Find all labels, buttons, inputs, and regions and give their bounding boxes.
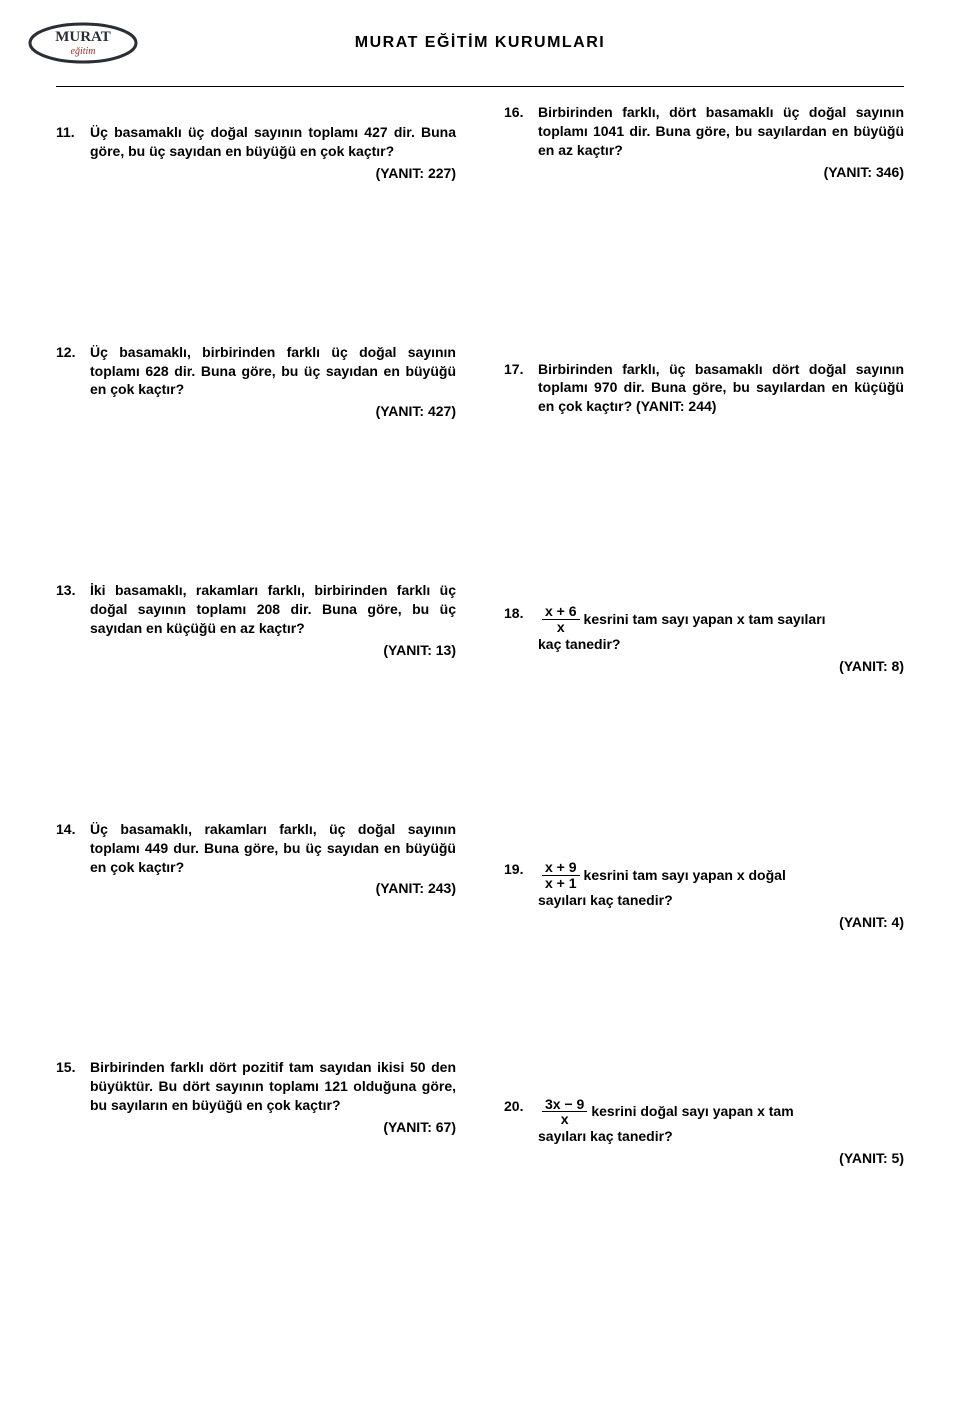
question-body: Birbirinden farklı, üç basamaklı dört do…	[538, 360, 904, 417]
question-number: 18.	[504, 604, 538, 675]
fraction-numerator: x + 6	[542, 604, 580, 620]
question-number: 14.	[56, 820, 90, 899]
left-column: 11. Üç basamaklı üç doğal sayının toplam…	[56, 123, 456, 1168]
question-line2: sayıları kaç tanedir?	[538, 891, 904, 910]
question-line1: x + 9 x + 1 kesrini tam sayı yapan x doğ…	[538, 860, 904, 890]
page-title: MURAT EĞİTİM KURUMLARI	[56, 28, 904, 52]
question-18: 18. x + 6 x kesrini tam sayı yapan x tam…	[504, 604, 904, 675]
question-text-after-frac: kesrini doğal sayı yapan x tam	[591, 1102, 793, 1121]
question-number: 17.	[504, 360, 538, 417]
question-body: Üç basamaklı üç doğal sayının toplamı 42…	[90, 123, 456, 183]
question-number: 12.	[56, 343, 90, 422]
question-number: 16.	[504, 103, 538, 182]
question-body: Birbirinden farklı, dört basamaklı üç do…	[538, 103, 904, 182]
question-text: Birbirinden farklı, dört basamaklı üç do…	[538, 104, 904, 158]
fraction-numerator: x + 9	[542, 860, 580, 876]
right-column: 16. Birbirinden farklı, dört basamaklı ü…	[504, 123, 904, 1168]
question-body: x + 6 x kesrini tam sayı yapan x tam say…	[538, 604, 904, 675]
question-answer: (YANIT: 244)	[636, 398, 716, 414]
question-text-after-frac: kesrini tam sayı yapan x doğal	[584, 866, 786, 885]
question-text: Üç basamaklı, rakamları farklı, üç doğal…	[90, 821, 456, 875]
fraction-denominator: x + 1	[542, 876, 580, 891]
fraction: 3x − 9 x	[542, 1097, 587, 1127]
question-number: 13.	[56, 581, 90, 660]
question-text: Birbirinden farklı, üç basamaklı dört do…	[538, 361, 904, 415]
question-text: Üç basamaklı üç doğal sayının toplamı 42…	[90, 124, 456, 159]
question-20: 20. 3x − 9 x kesrini doğal sayı yapan x …	[504, 1097, 904, 1168]
question-line2: sayıları kaç tanedir?	[538, 1127, 904, 1146]
page: MURAT eğitim MURAT EĞİTİM KURUMLARI 11. …	[0, 0, 960, 1421]
question-answer: (YANIT: 427)	[90, 402, 456, 421]
question-13: 13. İki basamaklı, rakamları farklı, bir…	[56, 581, 456, 660]
fraction-denominator: x	[542, 1112, 587, 1127]
logo-text-bottom: eğitim	[71, 46, 96, 57]
page-header: MURAT eğitim MURAT EĞİTİM KURUMLARI	[56, 28, 904, 87]
question-text: Üç basamaklı, birbirinden farklı üç doğa…	[90, 344, 456, 398]
question-line1: 3x − 9 x kesrini doğal sayı yapan x tam	[538, 1097, 904, 1127]
fraction-denominator: x	[542, 620, 580, 635]
question-number: 20.	[504, 1097, 538, 1168]
fraction: x + 9 x + 1	[542, 860, 580, 890]
content-columns: 11. Üç basamaklı üç doğal sayının toplam…	[56, 123, 904, 1168]
question-number: 19.	[504, 860, 538, 931]
question-line1: x + 6 x kesrini tam sayı yapan x tam say…	[538, 604, 904, 634]
question-text: İki basamaklı, rakamları farklı, birbiri…	[90, 582, 456, 636]
question-body: x + 9 x + 1 kesrini tam sayı yapan x doğ…	[538, 860, 904, 931]
question-answer: (YANIT: 67)	[90, 1118, 456, 1137]
question-number: 11.	[56, 123, 90, 183]
question-answer: (YANIT: 227)	[90, 164, 456, 183]
question-12: 12. Üç basamaklı, birbirinden farklı üç …	[56, 343, 456, 422]
question-answer: (YANIT: 13)	[90, 641, 456, 660]
question-19: 19. x + 9 x + 1 kesrini tam sayı yapan x…	[504, 860, 904, 931]
question-14: 14. Üç basamaklı, rakamları farklı, üç d…	[56, 820, 456, 899]
fraction-numerator: 3x − 9	[542, 1097, 587, 1113]
question-answer: (YANIT: 243)	[90, 879, 456, 898]
question-line2: kaç tanedir?	[538, 635, 904, 654]
question-body: İki basamaklı, rakamları farklı, birbiri…	[90, 581, 456, 660]
question-body: Üç basamaklı, rakamları farklı, üç doğal…	[90, 820, 456, 899]
fraction: x + 6 x	[542, 604, 580, 634]
question-body: Üç basamaklı, birbirinden farklı üç doğa…	[90, 343, 456, 422]
question-15: 15. Birbirinden farklı dört pozitif tam …	[56, 1058, 456, 1137]
question-17: 17. Birbirinden farklı, üç basamaklı dör…	[504, 360, 904, 417]
brand-logo: MURAT eğitim	[28, 22, 138, 64]
question-body: Birbirinden farklı dört pozitif tam sayı…	[90, 1058, 456, 1137]
question-text-after-frac: kesrini tam sayı yapan x tam sayıları	[584, 610, 826, 629]
question-answer: (YANIT: 8)	[538, 657, 904, 676]
question-answer: (YANIT: 346)	[538, 163, 904, 182]
question-number: 15.	[56, 1058, 90, 1137]
question-11: 11. Üç basamaklı üç doğal sayının toplam…	[56, 123, 456, 183]
question-body: 3x − 9 x kesrini doğal sayı yapan x tam …	[538, 1097, 904, 1168]
logo-icon: MURAT eğitim	[28, 22, 138, 64]
question-16: 16. Birbirinden farklı, dört basamaklı ü…	[504, 103, 904, 182]
question-answer: (YANIT: 4)	[538, 913, 904, 932]
question-answer: (YANIT: 5)	[538, 1149, 904, 1168]
logo-text-top: MURAT	[55, 29, 111, 45]
question-text: Birbirinden farklı dört pozitif tam sayı…	[90, 1059, 456, 1113]
